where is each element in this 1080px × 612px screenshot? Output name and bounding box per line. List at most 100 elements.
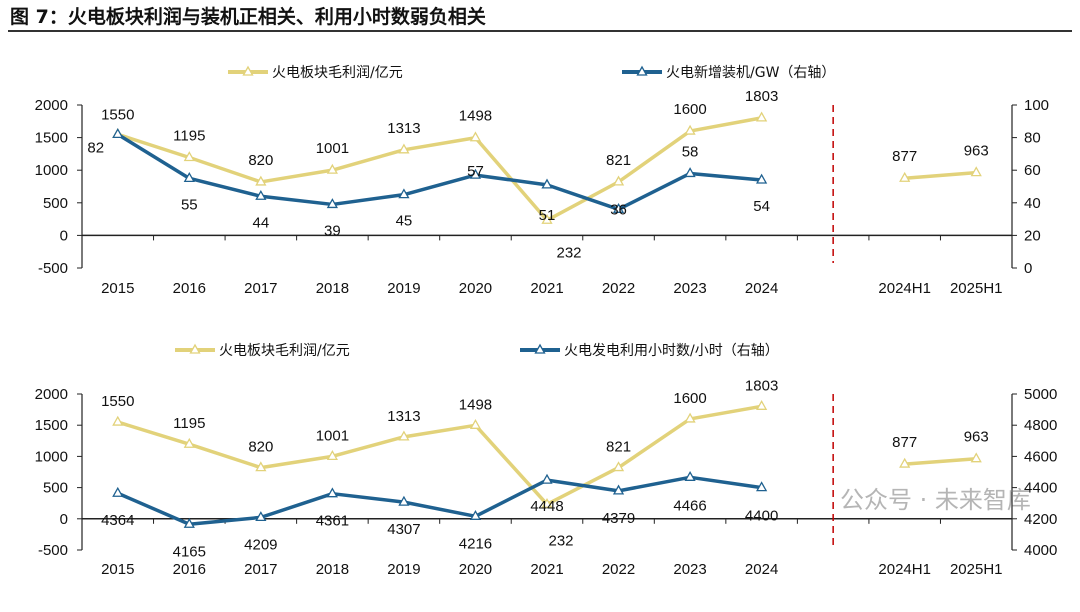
data-label: 4361 bbox=[316, 513, 349, 530]
data-label: 1550 bbox=[101, 106, 134, 123]
left-tick-label: -500 bbox=[38, 260, 68, 277]
data-label: 877 bbox=[892, 148, 917, 165]
data-point-marker bbox=[612, 484, 625, 495]
data-point-marker bbox=[112, 486, 124, 497]
data-label: 963 bbox=[964, 143, 989, 160]
left-tick-label: 1000 bbox=[35, 162, 68, 179]
data-label: 39 bbox=[324, 222, 341, 239]
data-label: 1001 bbox=[316, 140, 349, 157]
x-tick-label: 2023 bbox=[673, 561, 706, 578]
left-tick-label: 0 bbox=[60, 511, 68, 528]
legend-label: 火电新增装机/GW（右轴） bbox=[666, 65, 835, 81]
data-point-marker bbox=[326, 198, 338, 209]
data-label: 821 bbox=[606, 439, 631, 456]
right-tick-label: 40 bbox=[1024, 195, 1041, 212]
right-tick-label: 20 bbox=[1024, 227, 1041, 244]
data-point-marker bbox=[970, 452, 982, 463]
x-tick-label: 2016 bbox=[173, 280, 206, 297]
data-label: 1498 bbox=[459, 396, 492, 413]
data-label: 82 bbox=[87, 139, 104, 156]
data-point-marker bbox=[183, 172, 195, 182]
data-point-marker bbox=[183, 151, 195, 162]
legend-label: 火电板块毛利润/亿元 bbox=[219, 343, 350, 359]
data-label: 4448 bbox=[530, 498, 563, 515]
data-point-marker bbox=[756, 481, 768, 492]
right-tick-label: 100 bbox=[1024, 97, 1049, 114]
data-point-marker bbox=[541, 497, 553, 508]
x-tick-label: 2019 bbox=[387, 561, 420, 578]
right-tick-label: 0 bbox=[1024, 260, 1032, 277]
data-label: 1498 bbox=[459, 108, 492, 125]
data-point-marker bbox=[112, 415, 124, 426]
series-line-1 bbox=[116, 132, 762, 212]
legend-label: 火电发电利用小时数/小时（右轴） bbox=[564, 343, 779, 359]
left-tick-label: -500 bbox=[38, 542, 68, 559]
data-point-marker bbox=[398, 188, 410, 199]
data-label: 1001 bbox=[316, 427, 349, 444]
x-tick-label: 2020 bbox=[459, 561, 492, 578]
data-label: 44 bbox=[253, 214, 270, 231]
data-point-marker bbox=[684, 124, 696, 135]
data-label: 820 bbox=[248, 152, 273, 169]
data-label: 4216 bbox=[459, 535, 492, 552]
x-tick-label: 2015 bbox=[101, 561, 134, 578]
data-label: 232 bbox=[548, 532, 573, 549]
data-point-marker bbox=[255, 189, 267, 200]
x-tick-label: 2024H1 bbox=[878, 561, 931, 578]
data-point-marker bbox=[183, 517, 195, 528]
x-tick-label: 2025H1 bbox=[950, 561, 1003, 578]
legend-marker bbox=[636, 65, 648, 76]
right-tick-label: 4400 bbox=[1024, 480, 1057, 497]
x-tick-label: 2024H1 bbox=[878, 280, 931, 297]
data-point-marker bbox=[398, 430, 410, 441]
legend-marker bbox=[534, 343, 546, 354]
data-label: 55 bbox=[181, 196, 198, 213]
data-point-marker bbox=[756, 111, 768, 122]
data-point-marker bbox=[255, 175, 267, 186]
x-tick-label: 2015 bbox=[101, 280, 134, 297]
legend-marker bbox=[242, 65, 254, 76]
left-tick-label: 1500 bbox=[35, 417, 68, 434]
data-point-marker bbox=[899, 171, 911, 182]
data-point-marker bbox=[756, 399, 768, 410]
right-tick-label: 80 bbox=[1024, 130, 1041, 147]
data-point-marker bbox=[326, 450, 338, 460]
data-label: 4165 bbox=[173, 543, 206, 560]
data-label: 4307 bbox=[387, 521, 420, 538]
data-point-marker bbox=[469, 418, 482, 429]
data-point-marker bbox=[326, 163, 338, 174]
watermark: 公众号 · 未来智库 bbox=[840, 486, 1031, 514]
x-tick-label: 2018 bbox=[316, 280, 349, 297]
data-label: 51 bbox=[539, 207, 556, 224]
data-point-marker bbox=[469, 168, 482, 179]
data-point-marker bbox=[398, 495, 410, 506]
x-tick-label: 2017 bbox=[244, 280, 277, 297]
data-label: 4466 bbox=[673, 497, 706, 514]
data-label: 54 bbox=[753, 198, 770, 215]
data-label: 4400 bbox=[745, 508, 778, 525]
data-label: 1550 bbox=[101, 393, 134, 410]
data-label: 58 bbox=[682, 143, 699, 160]
data-label: 45 bbox=[396, 213, 413, 230]
data-point-marker bbox=[469, 131, 482, 142]
right-tick-label: 5000 bbox=[1024, 386, 1057, 403]
figure-title: 图 7：火电板块利润与装机正相关、利用小时数弱负相关 bbox=[10, 6, 486, 28]
x-tick-label: 2019 bbox=[387, 280, 420, 297]
data-point-marker bbox=[183, 437, 195, 448]
data-label: 1195 bbox=[173, 127, 205, 144]
data-label: 1600 bbox=[673, 390, 706, 407]
series-line-1 bbox=[117, 475, 762, 527]
x-tick-label: 2016 bbox=[173, 561, 206, 578]
data-point-marker bbox=[970, 166, 982, 177]
left-tick-label: 500 bbox=[43, 480, 68, 497]
data-label: 232 bbox=[556, 244, 581, 261]
data-point-marker bbox=[612, 202, 625, 213]
x-tick-label: 2024 bbox=[745, 561, 778, 578]
data-point-marker bbox=[398, 143, 410, 154]
data-label: 820 bbox=[248, 439, 273, 456]
left-tick-label: 500 bbox=[43, 195, 68, 212]
data-label: 821 bbox=[606, 152, 631, 169]
data-point-marker bbox=[684, 412, 696, 423]
